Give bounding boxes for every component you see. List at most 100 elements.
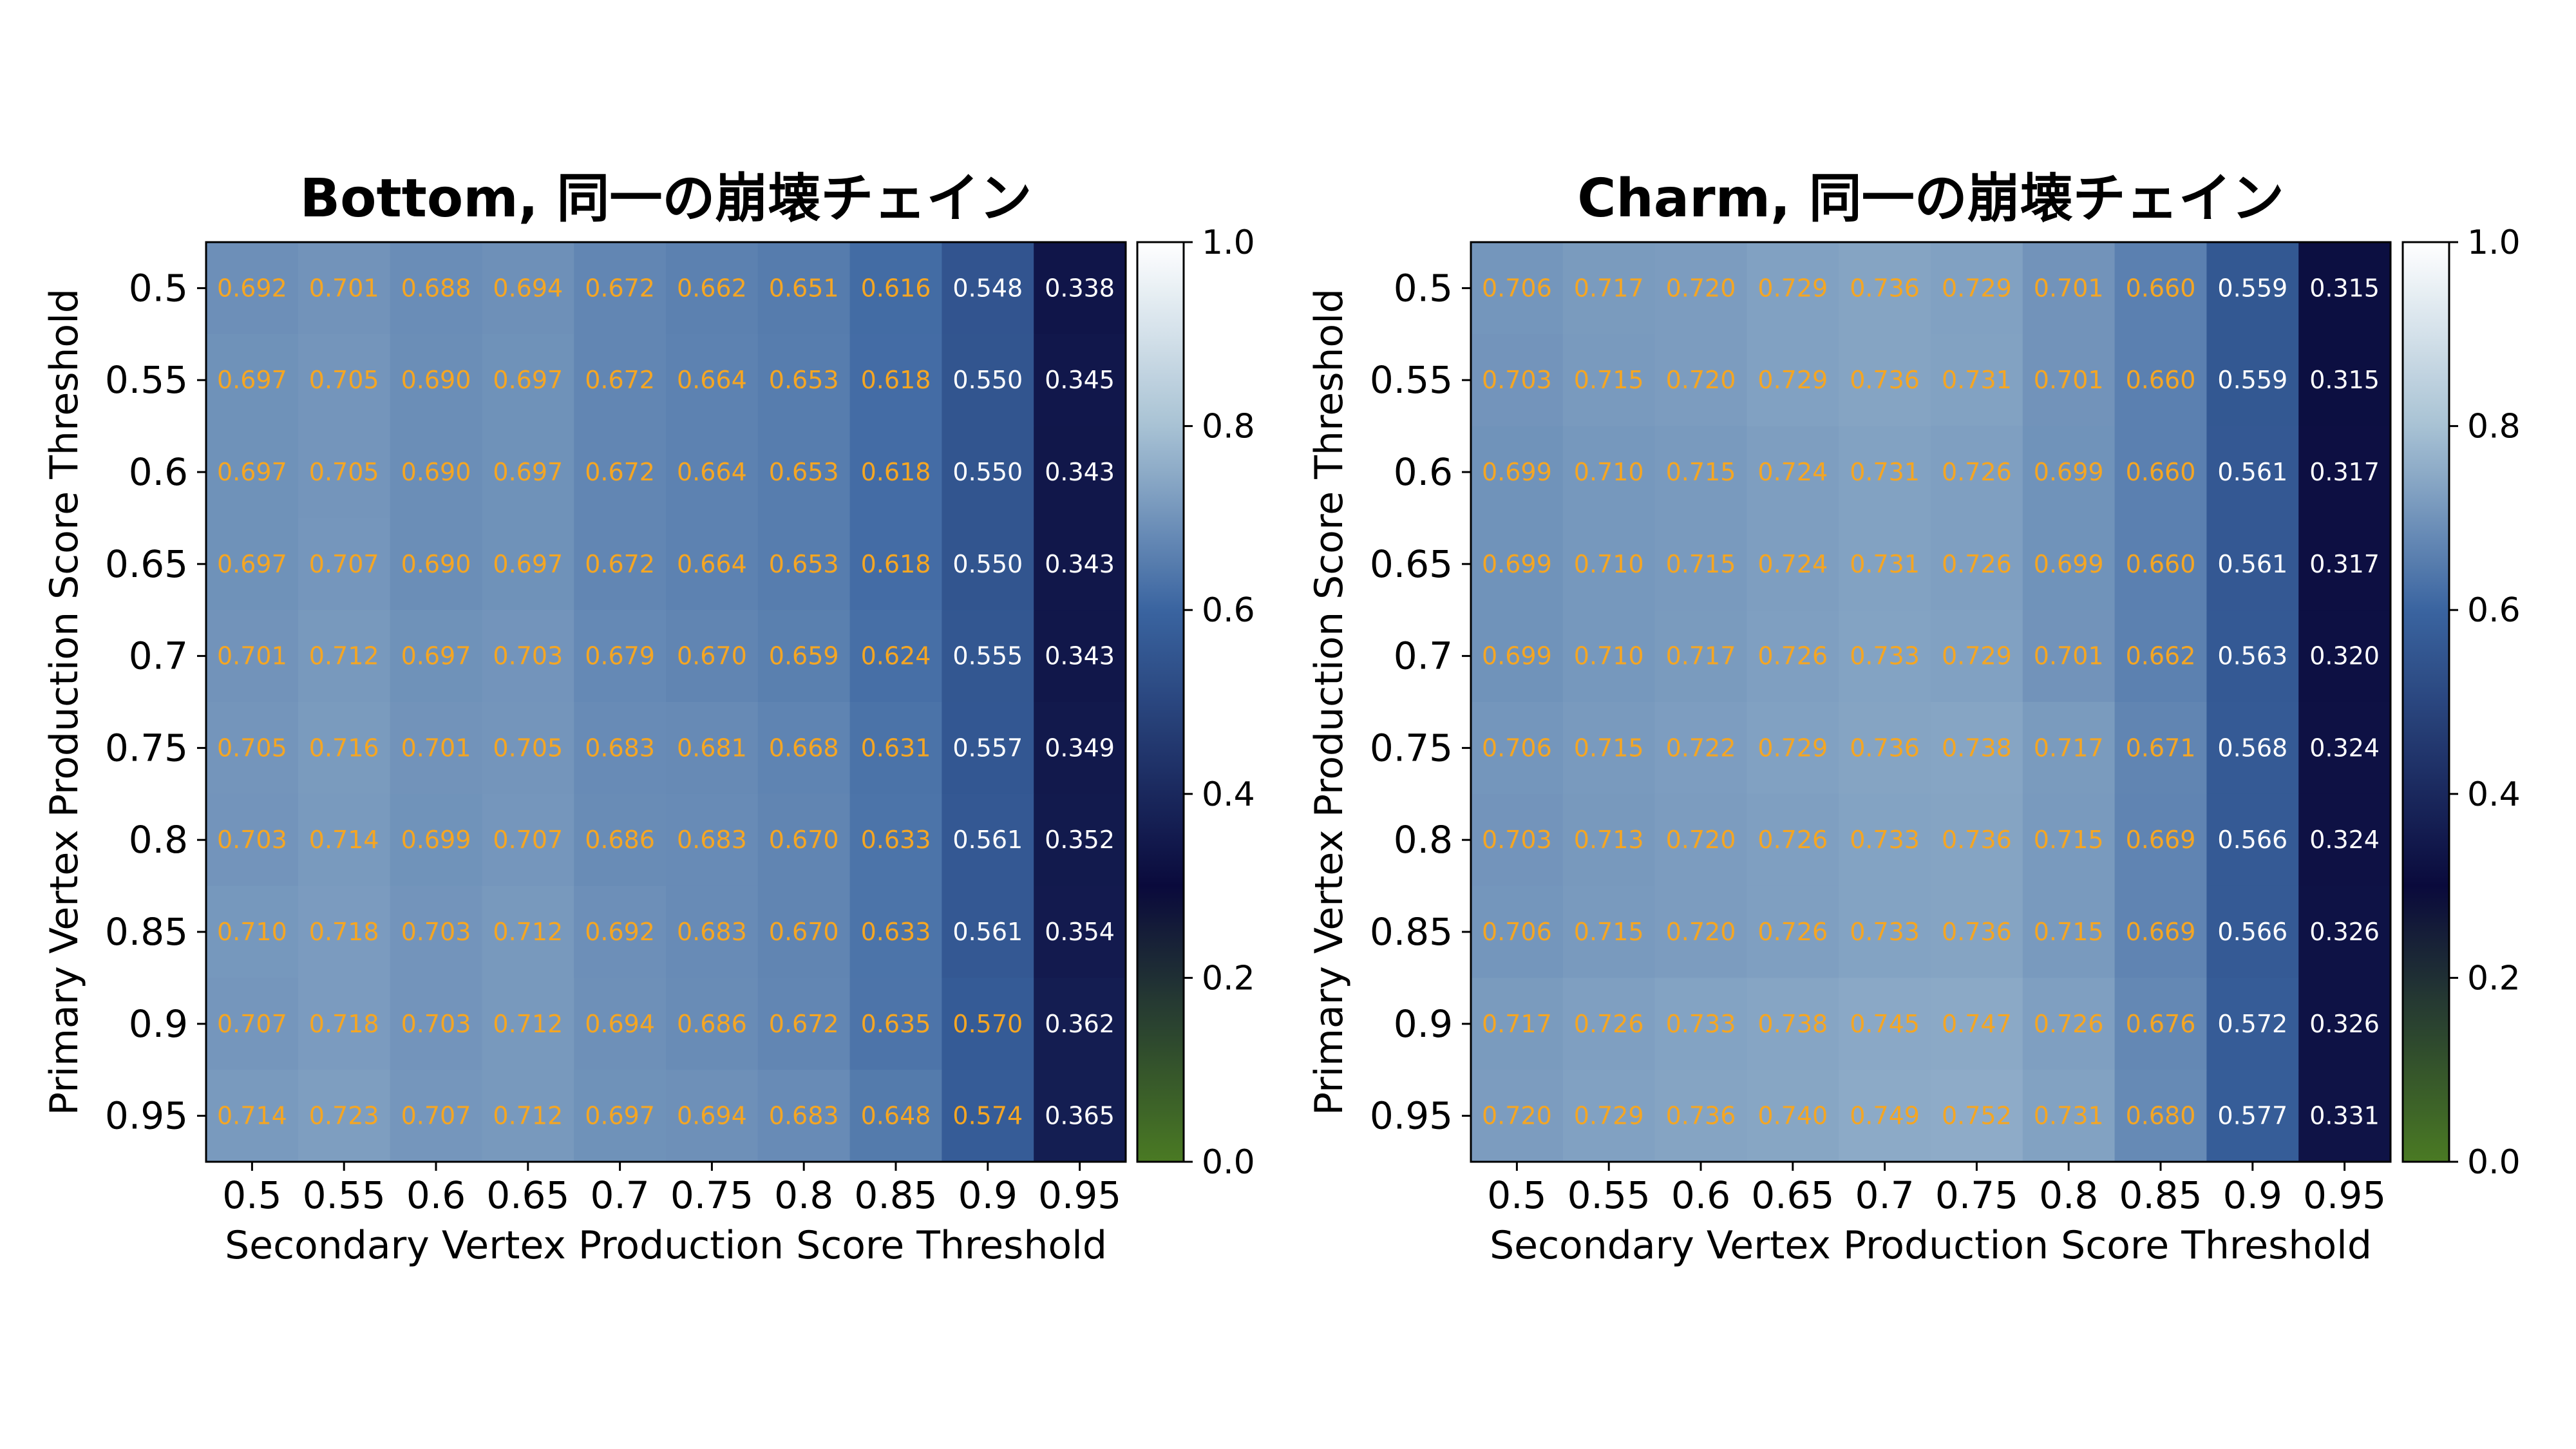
cell-label: 0.633 (861, 826, 931, 854)
colorbar-tick-label: 1.0 (2467, 223, 2521, 262)
cell-label: 0.557 (952, 734, 1023, 762)
heatmap-cell (1562, 702, 1656, 795)
y-tick-label: 0.9 (129, 1002, 188, 1046)
cell-label: 0.555 (952, 642, 1023, 670)
heatmap-cell (298, 334, 391, 427)
cell-label: 0.574 (952, 1102, 1023, 1130)
heatmap-cell (1839, 610, 1931, 703)
heatmap-cell (1839, 242, 1931, 335)
heatmap-cell (1931, 426, 2023, 518)
cell-label: 0.703 (1482, 366, 1552, 394)
heatmap-cell (849, 242, 942, 335)
plot-frame (1470, 241, 2392, 1163)
cell-label: 0.683 (769, 1102, 839, 1130)
cell-label: 0.577 (2217, 1102, 2287, 1130)
cell-label: 0.681 (677, 734, 747, 762)
heatmap-cell (666, 426, 759, 518)
cell-label: 0.692 (217, 274, 287, 302)
cell-label: 0.717 (1482, 1010, 1552, 1038)
cell-label: 0.662 (677, 274, 747, 302)
cell-label: 0.561 (952, 918, 1023, 946)
cell-label: 0.697 (401, 642, 471, 670)
cell-label: 0.712 (493, 1102, 563, 1130)
cell-label: 0.749 (1850, 1102, 1920, 1130)
heatmap-cell (2114, 518, 2207, 611)
y-tick-label: 0.7 (129, 634, 188, 678)
heatmap-cell (1471, 518, 1564, 611)
heatmap-cell (482, 426, 574, 518)
heatmap-cell (666, 334, 759, 427)
heatmap-cell (1562, 242, 1656, 335)
heatmap-cell (1747, 518, 1839, 611)
cell-label: 0.317 (2309, 458, 2380, 486)
cell-label: 0.733 (1850, 642, 1920, 670)
y-axis-label: Primary Vertex Production Score Threshol… (42, 289, 87, 1115)
heatmap-cell (482, 334, 574, 427)
cell-label: 0.669 (2126, 826, 2196, 854)
heatmap-cell (757, 242, 851, 335)
cell-label: 0.720 (1666, 274, 1736, 302)
heatmap-cell (1562, 1070, 1656, 1162)
cell-label: 0.720 (1482, 1102, 1552, 1130)
y-tick-label: 0.85 (105, 910, 188, 954)
heatmap-cell (666, 886, 759, 978)
cell-label: 0.729 (1574, 1102, 1644, 1130)
colorbar-tick-label: 0.2 (1202, 959, 1255, 998)
cell-label: 0.697 (217, 458, 287, 486)
cell-label: 0.354 (1045, 918, 1115, 946)
heatmap-cell (666, 610, 759, 703)
heatmap-cell (206, 978, 299, 1070)
cell-label: 0.692 (585, 918, 655, 946)
heatmap-cell (1471, 242, 1564, 335)
cell-label: 0.664 (677, 458, 747, 486)
cell-label: 0.326 (2309, 918, 2380, 946)
cell-label: 0.715 (1666, 458, 1736, 486)
heatmap-cell (1747, 334, 1839, 427)
cell-label: 0.715 (1666, 550, 1736, 578)
heatmap-cell (574, 610, 667, 703)
heatmap-cell (942, 610, 1034, 703)
cell-label: 0.686 (585, 826, 655, 854)
colorbar (2401, 241, 2450, 1163)
cell-label: 0.345 (1045, 366, 1115, 394)
cell-label: 0.690 (401, 550, 471, 578)
cell-label: 0.672 (585, 366, 655, 394)
cell-label: 0.633 (861, 918, 931, 946)
heatmap-cell (1931, 978, 2023, 1070)
cell-label: 0.690 (401, 366, 471, 394)
heatmap-cell (482, 610, 574, 703)
heatmap-cell (1471, 334, 1564, 427)
cell-label: 0.683 (585, 734, 655, 762)
cell-label: 0.724 (1757, 550, 1828, 578)
heatmap-cell (757, 793, 851, 887)
heatmap-cell (757, 426, 851, 518)
cell-label: 0.720 (1666, 918, 1736, 946)
x-tick-label: 0.8 (774, 1173, 833, 1217)
cell-label: 0.648 (861, 1102, 931, 1130)
cell-label: 0.726 (1942, 458, 2012, 486)
heatmap-cell (390, 518, 482, 611)
colorbar-tick-label: 0.6 (2467, 591, 2521, 630)
cell-label: 0.701 (401, 734, 471, 762)
cell-label: 0.712 (493, 1010, 563, 1038)
cell-label: 0.701 (2034, 274, 2104, 302)
heatmap-cell (1034, 426, 1126, 518)
heatmap-cell (1654, 793, 1747, 887)
heatmap-cell (482, 978, 574, 1070)
heatmap-cell (1034, 518, 1126, 611)
x-tick-label: 0.6 (406, 1173, 466, 1217)
x-axis-label: Secondary Vertex Production Score Thresh… (225, 1223, 1107, 1268)
heatmap-cell (2114, 886, 2207, 978)
y-tick-label: 0.6 (1394, 450, 1453, 494)
heatmap-cell (2114, 334, 2207, 427)
heatmap-cell (482, 1070, 574, 1162)
y-tick-label: 0.65 (1370, 542, 1453, 586)
heatmap-cell (1654, 334, 1747, 427)
cell-label: 0.729 (1757, 734, 1828, 762)
heatmap-cell (666, 793, 759, 887)
cell-label: 0.717 (1574, 274, 1644, 302)
cell-label: 0.660 (2126, 366, 2196, 394)
cell-label: 0.733 (1850, 826, 1920, 854)
cell-label: 0.659 (769, 642, 839, 670)
cell-label: 0.694 (493, 274, 563, 302)
